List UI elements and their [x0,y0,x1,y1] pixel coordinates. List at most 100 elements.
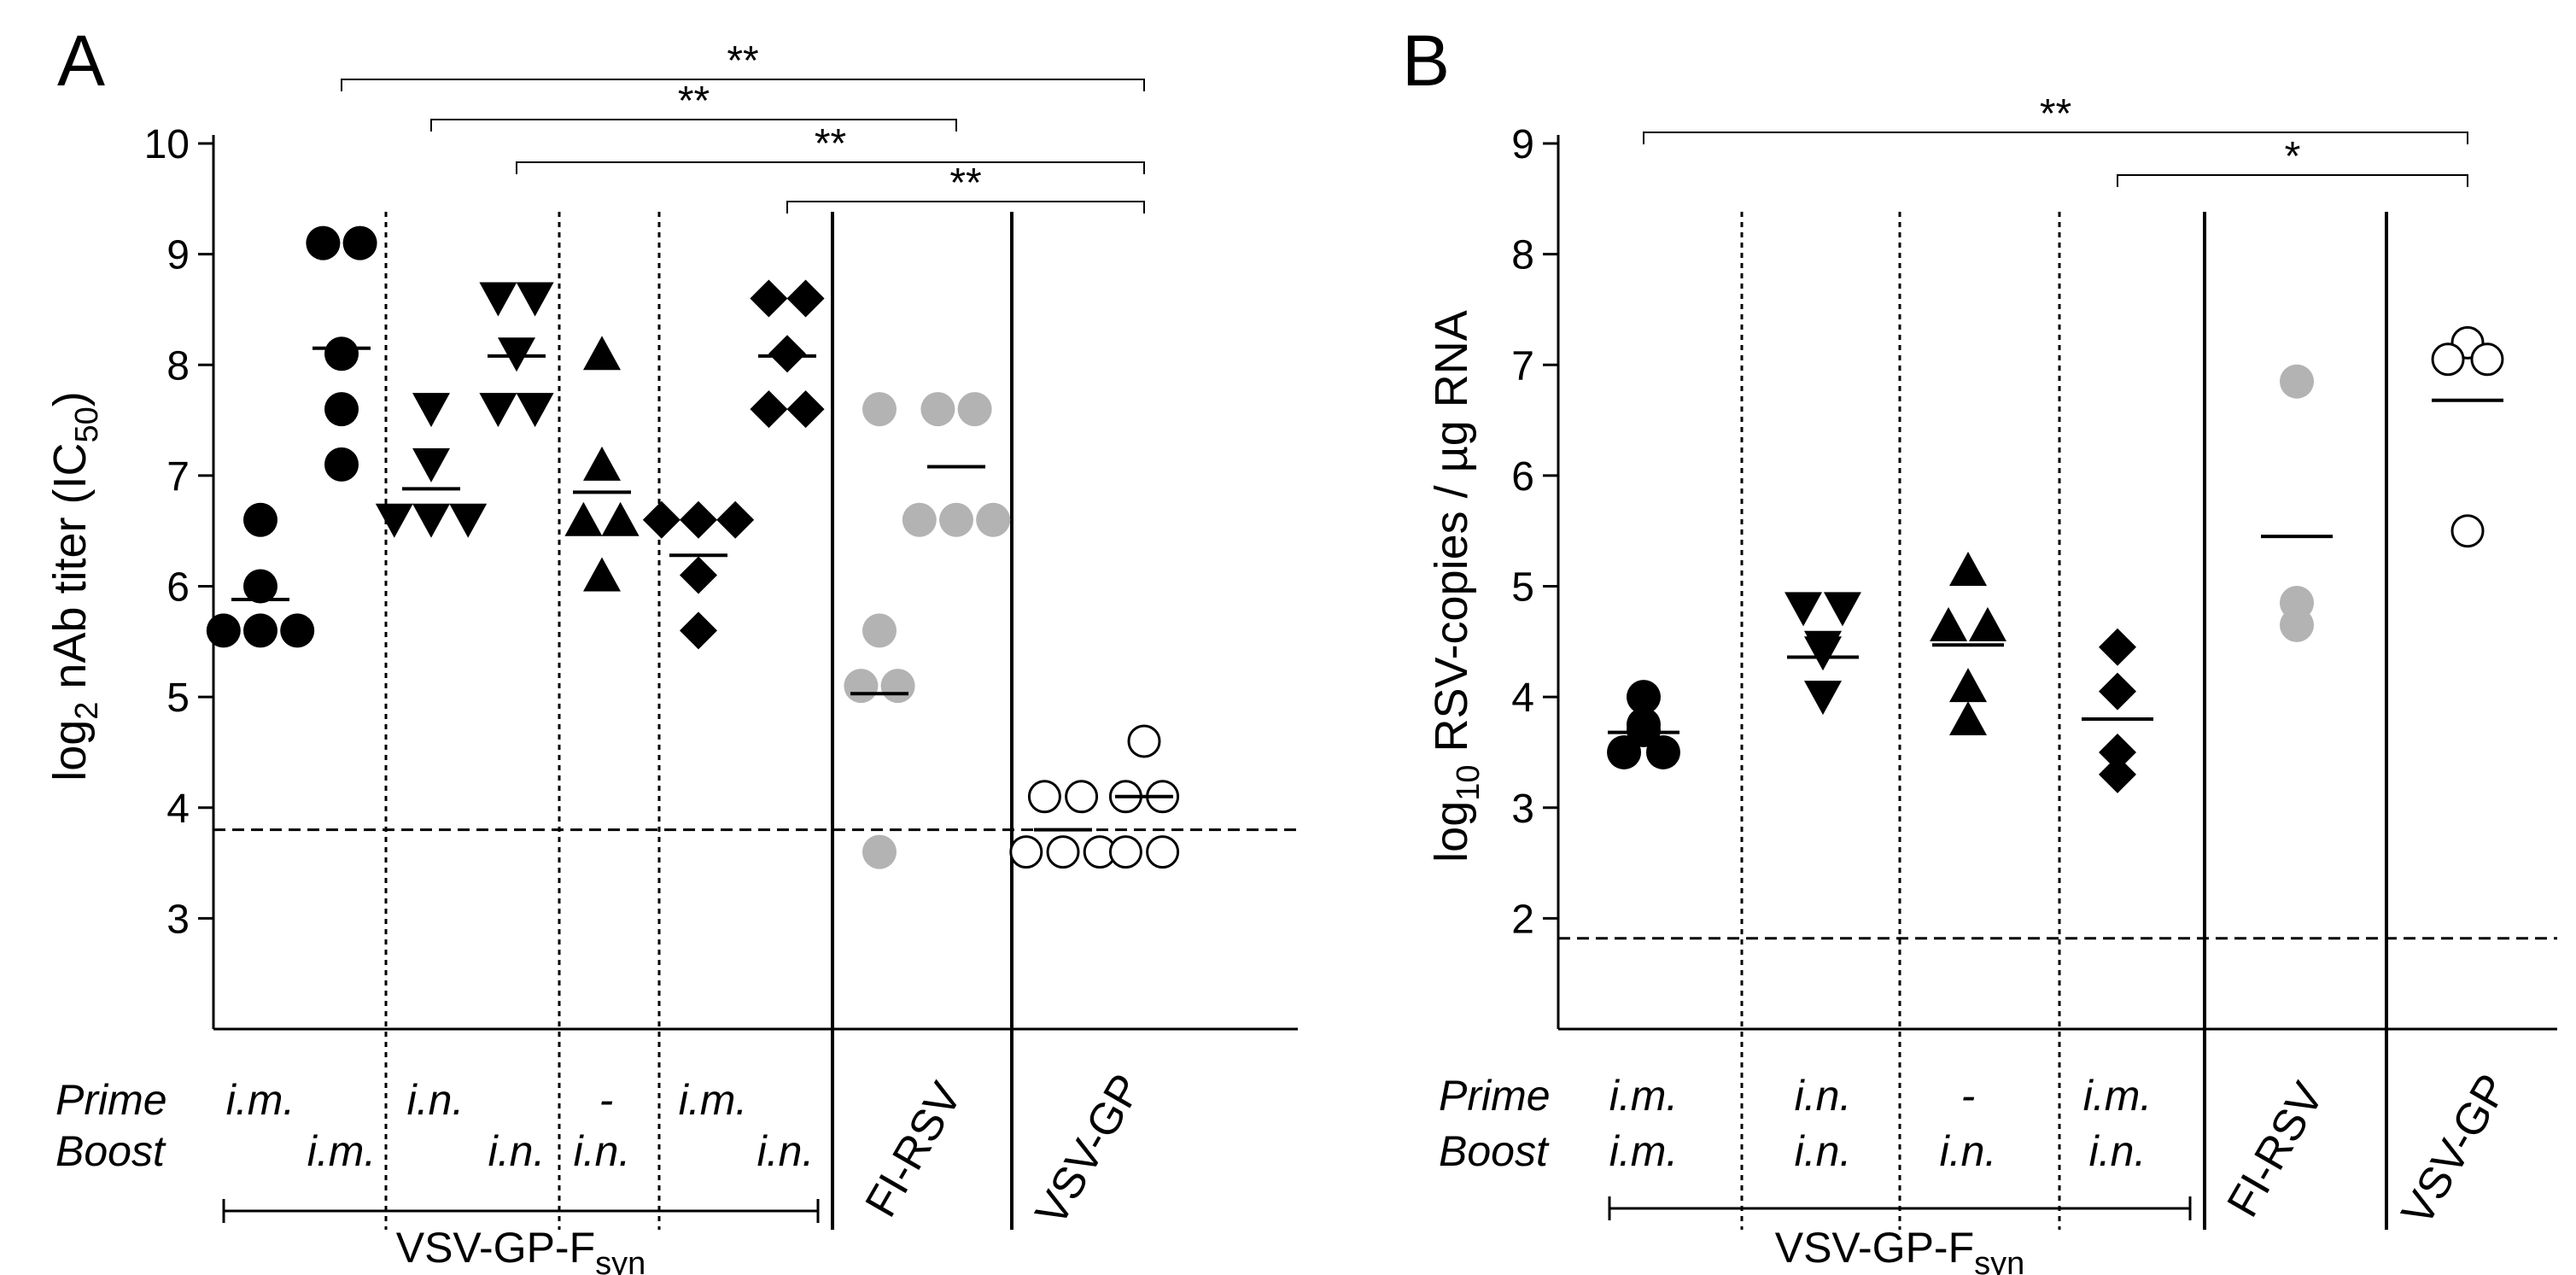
y-tick-label: 7 [1511,343,1534,389]
data-point [1930,606,1968,641]
data-point [2470,342,2504,377]
data-point [243,502,277,537]
data-point [2099,755,2136,793]
data-point [601,501,640,536]
boost-row-label: Boost [1439,1127,1550,1175]
data-point [324,447,359,482]
y-tick-label: 7 [166,454,190,500]
prime-route-label: i.m. [1609,1072,1679,1120]
significance-bracket [341,79,1145,91]
significance-label: ** [2040,91,2071,137]
data-point [880,669,915,704]
data-point [583,336,621,371]
significance-bracket [2117,174,2468,187]
data-point [786,390,825,429]
boost-row-label: Boost [55,1127,166,1175]
boost-route-label: i.n. [2089,1127,2147,1175]
data-point [206,613,241,648]
panel-a: A 3 4 5 6 7 8 9 10 log2 nAb titer (IC50) ** ** ** ** P… [44,20,1298,1275]
data-point [976,502,1011,537]
data-point [516,282,554,317]
data-point [768,335,806,373]
data-point [939,502,973,537]
boost-route-label: i.n. [757,1127,815,1175]
prime-route-label: i.m. [226,1076,295,1124]
data-point [680,556,717,594]
data-point [342,225,377,260]
data-point [564,501,603,536]
data-point [324,392,359,427]
data-point [412,503,450,538]
data-point [449,503,488,538]
data-point [1949,668,1987,703]
data-point [1607,734,1642,769]
y-tick-label: 10 [144,122,190,167]
data-point [1127,724,1161,758]
data-point [680,500,717,539]
panel-label: B [1402,20,1450,101]
y-tick-label: 9 [166,233,190,278]
data-point [1627,680,1661,715]
control-group-label: FI-RSV [856,1074,973,1225]
data-point [243,613,277,648]
data-point [642,500,681,539]
data-point [1009,835,1043,869]
data-point [1804,681,1842,716]
boost-route-label: i.n. [1940,1127,1997,1175]
data-point [516,393,554,428]
y-tick-label: 4 [166,787,190,832]
vaccine-group-label: VSV-GP-Fsyn [396,1224,646,1275]
data-point [375,503,413,538]
data-point [862,392,897,427]
data-point [1627,713,1661,748]
y-axis-label: log2 nAb titer (IC50) [44,391,105,781]
significance-label: ** [727,38,758,84]
data-point [716,500,755,539]
y-tick-label: 8 [1511,233,1534,278]
data-point [1065,780,1099,814]
data-point [2099,628,2136,666]
data-point [2099,733,2136,771]
data-point [1027,780,1061,814]
prime-route-label: i.m. [679,1076,748,1124]
y-tick-label: 4 [1511,676,1534,721]
boost-route-label: i.n. [488,1127,546,1175]
y-tick-label: 9 [1511,122,1534,167]
y-tick-label: 3 [166,897,190,942]
data-point [479,282,517,317]
y-tick-label: 6 [1511,454,1534,500]
data-point [2431,342,2465,377]
panel-label: A [57,20,105,101]
data-point [844,669,879,704]
significance-label: ** [949,161,981,206]
y-tick-label: 8 [166,343,190,389]
significance-bracket [786,201,1145,213]
data-point [306,225,341,260]
y-tick-label: 3 [1511,787,1534,832]
data-point [2280,607,2314,642]
significance-bracket [1643,132,2468,144]
prime-route-label: - [1961,1072,1976,1120]
data-point [1949,701,1987,736]
data-point [862,613,897,648]
data-point [902,502,937,537]
y-axis-label: log10 RSV-copies / µg RNA [1426,310,1487,863]
data-point [1968,606,2006,641]
y-tick-label: 5 [166,676,190,721]
vaccine-group-label: VSV-GP-Fsyn [1775,1224,2025,1275]
data-point [412,447,450,483]
data-point [1785,592,1823,627]
data-point [750,390,788,429]
boost-route-label: i.n. [574,1127,631,1175]
significance-bracket [516,161,1145,174]
data-point [680,611,717,650]
significance-label: ** [815,121,846,167]
control-group-label: VSV-GP [2392,1066,2518,1234]
significance-label: * [2285,134,2301,179]
boost-route-label: i.m. [307,1127,377,1175]
prime-route-label: - [599,1076,614,1124]
data-point [920,392,955,427]
boost-route-label: i.n. [1795,1127,1852,1175]
vaccine-group-bracket [1608,1196,2192,1220]
